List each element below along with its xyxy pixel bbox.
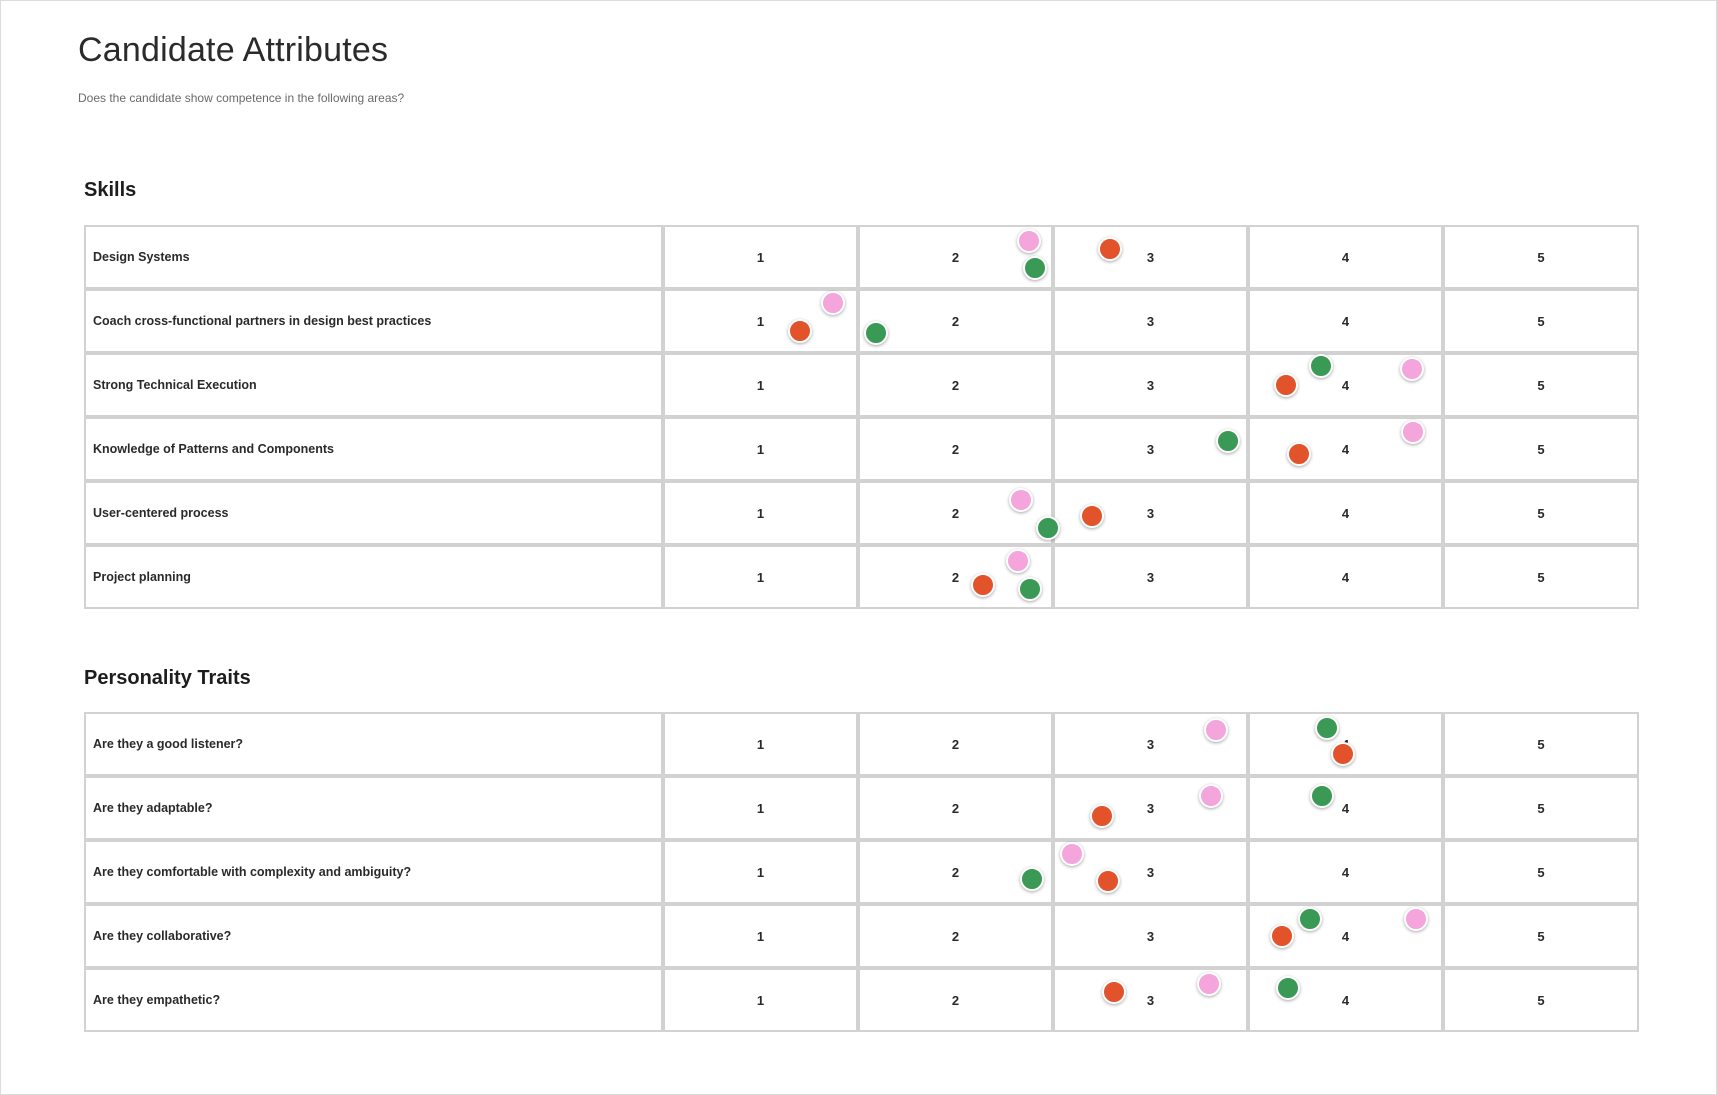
orange-vote-sticker[interactable] xyxy=(1080,504,1104,528)
orange-vote-sticker[interactable] xyxy=(1270,924,1294,948)
rating-cell-5[interactable]: 5 xyxy=(1443,417,1639,481)
rating-cell-1[interactable]: 1 xyxy=(663,417,858,481)
skills-rating-table: Design Systems 1 2 3 4 5 Coach cross-functiona… xyxy=(84,225,1639,609)
rating-cell-3[interactable]: 3 xyxy=(1053,225,1248,289)
rating-cell-1[interactable]: 1 xyxy=(663,712,858,776)
green-vote-sticker[interactable] xyxy=(864,321,888,345)
row-label: Are they comfortable with complexity and… xyxy=(84,840,663,904)
rating-cell-1[interactable]: 1 xyxy=(663,776,858,840)
page-title: Candidate Attributes xyxy=(78,31,389,69)
rating-cell-3[interactable]: 3 xyxy=(1053,353,1248,417)
green-vote-sticker[interactable] xyxy=(1018,577,1042,601)
rating-cell-5[interactable]: 5 xyxy=(1443,289,1639,353)
rating-cell-2[interactable]: 2 xyxy=(858,353,1053,417)
rating-cell-3[interactable]: 3 xyxy=(1053,904,1248,968)
row-label: Coach cross-functional partners in desig… xyxy=(84,289,663,353)
rating-cell-3[interactable]: 3 xyxy=(1053,417,1248,481)
orange-vote-sticker[interactable] xyxy=(1102,980,1126,1004)
row-label: Are they a good listener? xyxy=(84,712,663,776)
rating-cell-2[interactable]: 2 xyxy=(858,289,1053,353)
orange-vote-sticker[interactable] xyxy=(1096,869,1120,893)
green-vote-sticker[interactable] xyxy=(1023,256,1047,280)
rating-cell-5[interactable]: 5 xyxy=(1443,712,1639,776)
orange-vote-sticker[interactable] xyxy=(1274,373,1298,397)
page-subtitle: Does the candidate show competence in th… xyxy=(78,91,405,105)
rating-cell-1[interactable]: 1 xyxy=(663,968,858,1032)
rating-cell-5[interactable]: 5 xyxy=(1443,353,1639,417)
rating-cell-1[interactable]: 1 xyxy=(663,545,858,609)
row-label: Project planning xyxy=(84,545,663,609)
rating-cell-5[interactable]: 5 xyxy=(1443,545,1639,609)
green-vote-sticker[interactable] xyxy=(1310,784,1334,808)
rating-cell-3[interactable]: 3 xyxy=(1053,840,1248,904)
orange-vote-sticker[interactable] xyxy=(971,573,995,597)
rating-cell-3[interactable]: 3 xyxy=(1053,289,1248,353)
row-label: Are they adaptable? xyxy=(84,776,663,840)
rating-cell-4[interactable]: 4 xyxy=(1248,968,1443,1032)
orange-vote-sticker[interactable] xyxy=(788,319,812,343)
section-title-skills: Skills xyxy=(84,179,137,201)
rating-cell-4[interactable]: 4 xyxy=(1248,776,1443,840)
pink-vote-sticker[interactable] xyxy=(1400,357,1424,381)
rating-cell-5[interactable]: 5 xyxy=(1443,225,1639,289)
green-vote-sticker[interactable] xyxy=(1036,516,1060,540)
pink-vote-sticker[interactable] xyxy=(1006,549,1030,573)
rating-cell-1[interactable]: 1 xyxy=(663,481,858,545)
green-vote-sticker[interactable] xyxy=(1276,976,1300,1000)
pink-vote-sticker[interactable] xyxy=(1017,229,1041,253)
rating-cell-4[interactable]: 4 xyxy=(1248,289,1443,353)
row-label: Are they collaborative? xyxy=(84,904,663,968)
pink-vote-sticker[interactable] xyxy=(821,291,845,315)
orange-vote-sticker[interactable] xyxy=(1090,804,1114,828)
rating-cell-2[interactable]: 2 xyxy=(858,776,1053,840)
rating-cell-5[interactable]: 5 xyxy=(1443,904,1639,968)
rating-cell-5[interactable]: 5 xyxy=(1443,776,1639,840)
rating-cell-4[interactable]: 4 xyxy=(1248,225,1443,289)
pink-vote-sticker[interactable] xyxy=(1060,842,1084,866)
green-vote-sticker[interactable] xyxy=(1309,354,1333,378)
rating-cell-1[interactable]: 1 xyxy=(663,904,858,968)
rating-cell-2[interactable]: 2 xyxy=(858,417,1053,481)
row-label: Knowledge of Patterns and Components xyxy=(84,417,663,481)
row-label: Are they empathetic? xyxy=(84,968,663,1032)
pink-vote-sticker[interactable] xyxy=(1199,784,1223,808)
rating-cell-3[interactable]: 3 xyxy=(1053,545,1248,609)
rating-cell-4[interactable]: 4 xyxy=(1248,545,1443,609)
rating-cell-5[interactable]: 5 xyxy=(1443,481,1639,545)
rating-cell-5[interactable]: 5 xyxy=(1443,968,1639,1032)
pink-vote-sticker[interactable] xyxy=(1009,488,1033,512)
rating-cell-2[interactable]: 2 xyxy=(858,712,1053,776)
green-vote-sticker[interactable] xyxy=(1315,716,1339,740)
rating-cell-4[interactable]: 4 xyxy=(1248,840,1443,904)
rating-cell-4[interactable]: 4 xyxy=(1248,481,1443,545)
row-label: User-centered process xyxy=(84,481,663,545)
pink-vote-sticker[interactable] xyxy=(1204,718,1228,742)
pink-vote-sticker[interactable] xyxy=(1401,420,1425,444)
row-label: Design Systems xyxy=(84,225,663,289)
rating-cell-2[interactable]: 2 xyxy=(858,840,1053,904)
rating-cell-1[interactable]: 1 xyxy=(663,225,858,289)
section-title-personality-traits: Personality Traits xyxy=(84,667,251,689)
rating-cell-3[interactable]: 3 xyxy=(1053,968,1248,1032)
orange-vote-sticker[interactable] xyxy=(1287,442,1311,466)
rating-cell-1[interactable]: 1 xyxy=(663,840,858,904)
orange-vote-sticker[interactable] xyxy=(1331,742,1355,766)
orange-vote-sticker[interactable] xyxy=(1098,237,1122,261)
rating-cell-3[interactable]: 3 xyxy=(1053,776,1248,840)
row-label: Strong Technical Execution xyxy=(84,353,663,417)
green-vote-sticker[interactable] xyxy=(1020,867,1044,891)
pink-vote-sticker[interactable] xyxy=(1197,972,1221,996)
rating-cell-2[interactable]: 2 xyxy=(858,968,1053,1032)
pink-vote-sticker[interactable] xyxy=(1404,907,1428,931)
rating-cell-5[interactable]: 5 xyxy=(1443,840,1639,904)
green-vote-sticker[interactable] xyxy=(1216,429,1240,453)
rating-cell-2[interactable]: 2 xyxy=(858,904,1053,968)
green-vote-sticker[interactable] xyxy=(1298,907,1322,931)
rating-cell-1[interactable]: 1 xyxy=(663,353,858,417)
